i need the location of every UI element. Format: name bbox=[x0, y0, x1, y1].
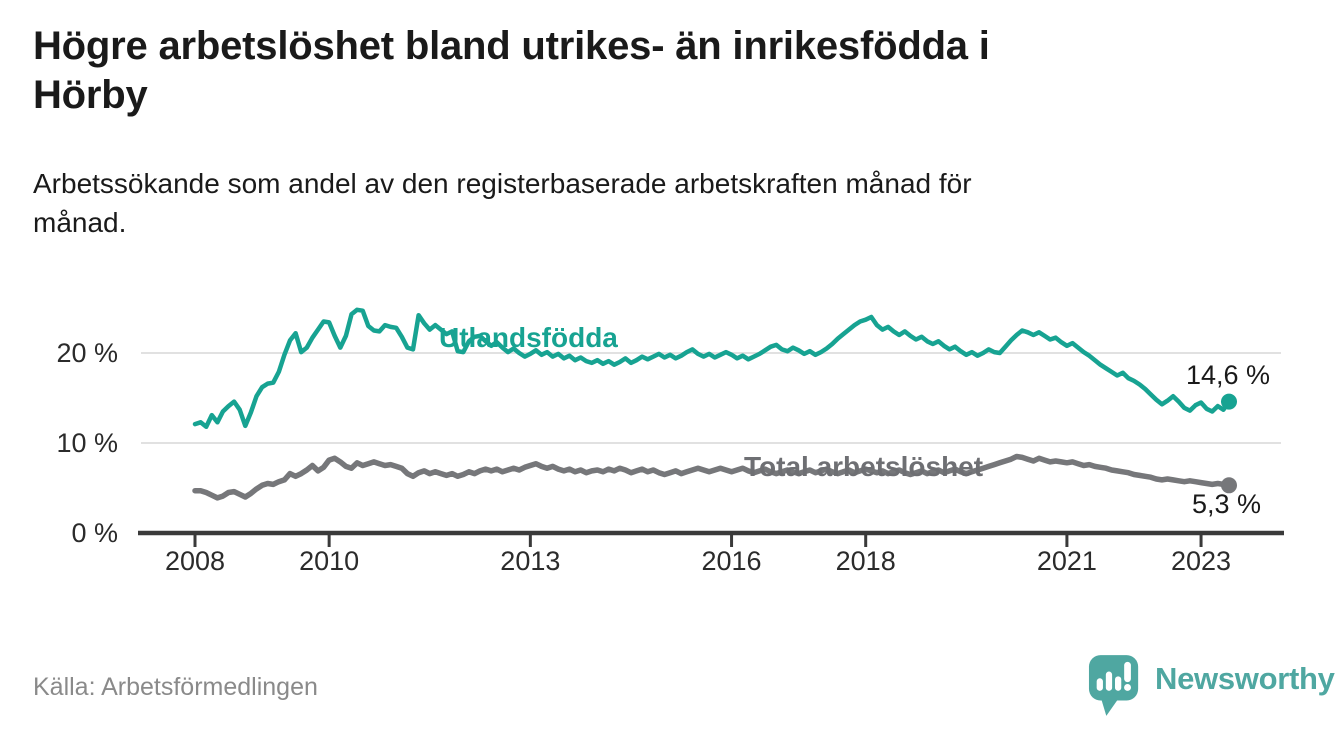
x-tick-label: 2023 bbox=[1171, 546, 1232, 576]
end-value-total-arbetsloshet: 5,3 % bbox=[1192, 489, 1262, 519]
end-dot-total bbox=[1221, 477, 1237, 494]
y-tick-label: 10 % bbox=[56, 428, 118, 458]
x-tick-label: 2021 bbox=[1036, 546, 1097, 576]
brand-name: Newsworthy bbox=[1155, 661, 1335, 696]
series-label-utlandsfodda: Utlandsfödda bbox=[439, 322, 618, 353]
series-line-total-arbetsloshet bbox=[192, 453, 1232, 501]
y-tick-label: 0 % bbox=[71, 518, 118, 548]
series-line-utlandsfodda bbox=[192, 307, 1232, 430]
brand-logo[interactable]: Newsworthy bbox=[1088, 654, 1335, 718]
end-dot-utlandsfodda bbox=[1221, 393, 1237, 410]
newsworthy-icon bbox=[1088, 655, 1139, 716]
x-tick-label: 2018 bbox=[835, 546, 896, 576]
end-value-utlandsfodda: 14,6 % bbox=[1186, 360, 1271, 390]
x-tick-label: 2010 bbox=[299, 546, 360, 576]
page-title: Högre arbetslöshet bland utrikes- än inr… bbox=[33, 24, 990, 117]
x-tick-label: 2016 bbox=[701, 546, 762, 576]
y-tick-label: 20 % bbox=[56, 338, 118, 368]
source-note: Källa: Arbetsförmedlingen bbox=[33, 673, 318, 701]
series-label-total-arbetsloshet: Total arbetslöshet bbox=[744, 451, 984, 482]
x-tick-label: 2008 bbox=[164, 546, 226, 576]
chart-subtitle: Arbetssökande som andel av den registerb… bbox=[33, 168, 972, 238]
x-tick-label: 2013 bbox=[500, 546, 561, 576]
